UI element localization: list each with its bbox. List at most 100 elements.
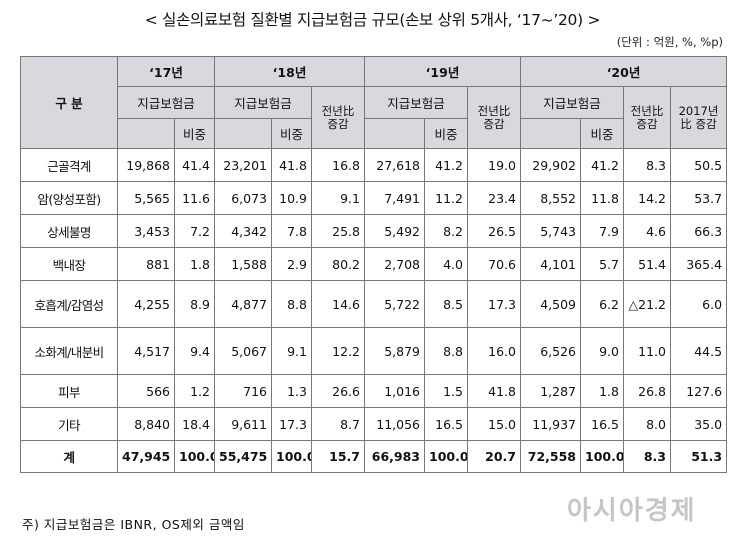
cell: 41.8 [467,374,521,408]
cell: 7.9 [580,214,624,248]
header-share: 비중 [174,118,215,149]
cell: 26.5 [467,214,521,248]
cell: 1.8 [580,374,624,408]
cell: 6,526 [520,327,581,375]
cell: 4,255 [117,280,175,328]
row-category: 상세불명 [20,214,118,248]
cell: 1,016 [364,374,425,408]
table-row: 암(양성포함) 5,565 11.6 6,073 10.9 9.1 7,491 … [20,181,728,215]
header-yoy: 전년比 증감 [311,86,365,149]
header-category: 구 분 [20,56,118,149]
cell: 8.3 [623,440,671,473]
cell: 47,945 [117,440,175,473]
cell: 8.8 [424,327,468,375]
cell: 14.2 [623,181,671,215]
cell: 70.6 [467,247,521,281]
cell: 8.7 [311,407,365,441]
header-payment: 지급보험금 [520,86,624,119]
row-category: 근골격계 [20,148,118,182]
row-category: 소화계/내분비 [20,327,118,375]
header-payment: 지급보험금 [117,86,215,119]
cell: 6.0 [669,280,728,328]
cell: 4.6 [623,214,671,248]
cell: 41.8 [271,148,312,182]
cell: 11.8 [580,181,624,215]
cell: 55,475 [214,440,272,473]
cell: 1.2 [174,374,215,408]
cell: 8,840 [117,407,175,441]
cell: 25.8 [311,214,365,248]
table-row: 상세불명 3,453 7.2 4,342 7.8 25.8 5,492 8.2 … [20,214,728,248]
cell: 80.2 [311,247,365,281]
cell: 365.4 [669,247,728,281]
cell: 14.6 [311,280,365,328]
row-category: 호흡계/감염성 [20,280,118,328]
unit-label: (단위 : 억원, %, %p) [616,35,723,49]
cell: 3,453 [117,214,175,248]
cell: 5,492 [364,214,425,248]
cell: △21.2 [623,280,671,328]
cell: 26.6 [311,374,365,408]
row-category: 계 [20,440,118,473]
cell: 7.2 [174,214,215,248]
cell: 72,558 [520,440,581,473]
header-year-2019: ‘19년 [364,56,521,87]
cell: 9.1 [311,181,365,215]
cell: 8.9 [174,280,215,328]
cell: 8.5 [424,280,468,328]
cell: 44.5 [669,327,728,375]
header-payment: 지급보험금 [214,86,312,119]
cell: 8.3 [623,148,671,182]
cell: 4,877 [214,280,272,328]
cell: 1,287 [520,374,581,408]
cell: 11.6 [174,181,215,215]
cell: 27,618 [364,148,425,182]
cell: 100.0 [580,440,624,473]
cell: 26.8 [623,374,671,408]
cell: 29,902 [520,148,581,182]
cell: 66.3 [669,214,728,248]
header-year-2018: ‘18년 [214,56,365,87]
table-row: 백내장 881 1.8 1,588 2.9 80.2 2,708 4.0 70.… [20,247,728,281]
row-category: 기타 [20,407,118,441]
cell: 18.4 [174,407,215,441]
cell: 11,937 [520,407,581,441]
cell: 41.2 [580,148,624,182]
cell: 5,722 [364,280,425,328]
cell: 12.2 [311,327,365,375]
cell: 16.5 [424,407,468,441]
cell: 5,743 [520,214,581,248]
cell: 127.6 [669,374,728,408]
cell: 8.0 [623,407,671,441]
cell: 41.2 [424,148,468,182]
cell: 11.2 [424,181,468,215]
cell: 11.0 [623,327,671,375]
cell: 566 [117,374,175,408]
cell: 7.8 [271,214,312,248]
cell: 16.5 [580,407,624,441]
table-row: 호흡계/감염성 4,255 8.9 4,877 8.8 14.6 5,722 8… [20,280,728,328]
cell: 1.5 [424,374,468,408]
cell: 50.5 [669,148,728,182]
cell: 8,552 [520,181,581,215]
cell: 2.9 [271,247,312,281]
header-share: 비중 [424,118,468,149]
cell: 6,073 [214,181,272,215]
cell: 9.1 [271,327,312,375]
cell: 5,565 [117,181,175,215]
cell: 1.3 [271,374,312,408]
table-row: 근골격계 19,868 41.4 23,201 41.8 16.8 27,618… [20,148,728,182]
cell: 881 [117,247,175,281]
cell: 66,983 [364,440,425,473]
cell: 35.0 [669,407,728,441]
cell: 4,509 [520,280,581,328]
header-vs2017: 2017년比 증감 [669,86,728,149]
row-category: 피부 [20,374,118,408]
cell: 1,588 [214,247,272,281]
cell: 8.8 [271,280,312,328]
cell: 19,868 [117,148,175,182]
cell: 11,056 [364,407,425,441]
cell: 23,201 [214,148,272,182]
header-yoy: 전년比 증감 [467,86,521,149]
cell: 10.9 [271,181,312,215]
